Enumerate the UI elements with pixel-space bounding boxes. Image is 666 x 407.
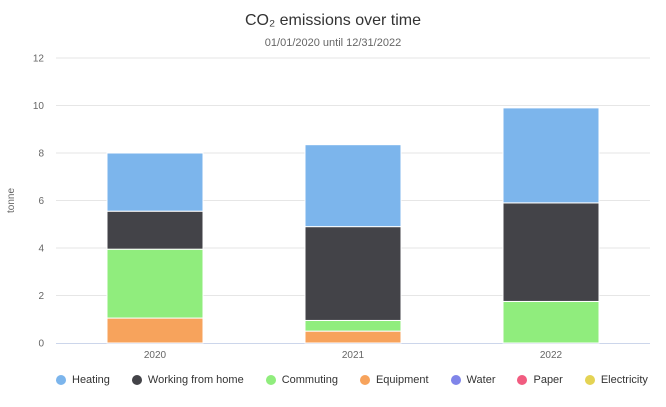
bar-segment (502, 300, 600, 344)
bar-segment (304, 319, 402, 332)
legend-item[interactable]: Equipment (359, 374, 429, 386)
bar-segment (304, 144, 402, 228)
legend: Heating Working from home Commuting Equipme… (56, 374, 648, 386)
bar-segment (502, 107, 600, 204)
legend-swatch (265, 375, 276, 385)
x-tick-label: 2021 (342, 350, 365, 361)
y-tick-label: 12 (33, 54, 45, 65)
chart-title: CO₂ emissions over time (244, 12, 422, 29)
bar-segment (106, 210, 204, 250)
legend-swatch (584, 375, 595, 385)
y-tick-label: 4 (38, 244, 44, 255)
y-tick-label: 2 (38, 291, 44, 302)
bar-segment (304, 226, 402, 321)
bar-segment (106, 317, 204, 344)
legend-swatch (56, 375, 66, 385)
chart-subtitle: 01/01/2020 until 12/31/2022 (264, 37, 402, 49)
legend-swatch (359, 375, 370, 385)
legend-item[interactable]: Commuting (265, 374, 338, 386)
legend-label: Heating (72, 374, 110, 386)
x-tick-label: 2020 (144, 350, 167, 361)
legend-item[interactable]: Working from home (131, 374, 244, 386)
y-tick-label: 8 (38, 149, 44, 160)
legend-label: Electricity (600, 374, 648, 386)
legend-item[interactable]: Paper (517, 374, 563, 386)
legend-swatch (450, 375, 461, 385)
legend-label: Equipment (375, 374, 429, 386)
legend-label: Working from home (147, 374, 244, 386)
legend-label: Paper (533, 374, 563, 386)
legend-item[interactable]: Electricity (584, 374, 648, 386)
legend-item[interactable]: Water (450, 374, 496, 386)
y-axis-label: tonne (6, 188, 17, 213)
x-tick-label: 2022 (540, 350, 563, 361)
bar-segment (106, 152, 204, 212)
bar-segment (106, 248, 204, 319)
legend-swatch (131, 375, 142, 385)
legend-label: Commuting (281, 374, 338, 386)
y-tick-label: 0 (38, 339, 44, 350)
legend-item[interactable]: Heating (56, 374, 110, 386)
bar-segment (304, 330, 402, 344)
y-tick-label: 10 (33, 101, 45, 112)
bar-segment (502, 202, 600, 302)
legend-label: Water (466, 374, 496, 386)
legend-swatch (517, 375, 528, 385)
y-tick-label: 6 (38, 196, 44, 207)
